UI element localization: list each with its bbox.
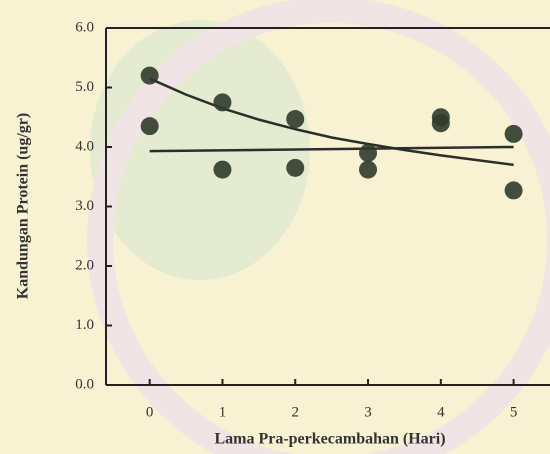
data-point [286,159,304,177]
y-tick-label: 0.0 [75,376,94,392]
data-point [141,67,159,85]
data-point [213,161,231,179]
data-point [141,117,159,135]
x-tick-label: 3 [364,404,372,420]
data-point [359,161,377,179]
x-tick-label: 2 [291,404,299,420]
y-tick-label: 6.0 [75,19,94,35]
y-axis-label: Kandungan Protein (ug/gr) [15,113,32,299]
y-tick-label: 1.0 [75,317,94,333]
data-point [213,93,231,111]
x-tick-label: 1 [219,404,227,420]
data-point [505,125,523,143]
chart: Lama Pra-perkecambahan (Hari) Kandungan … [0,0,550,454]
y-tick-label: 2.0 [75,257,94,273]
data-point [432,114,450,132]
x-axis-label: Lama Pra-perkecambahan (Hari) [214,431,445,448]
data-point [286,110,304,128]
data-point [359,144,377,162]
x-tick-label: 5 [510,404,518,420]
y-tick-label: 4.0 [75,138,94,154]
x-tick-label: 0 [146,404,154,420]
y-tick-label: 5.0 [75,79,94,95]
x-tick-label: 4 [437,404,445,420]
data-point [505,181,523,199]
y-tick-label: 3.0 [75,198,94,214]
